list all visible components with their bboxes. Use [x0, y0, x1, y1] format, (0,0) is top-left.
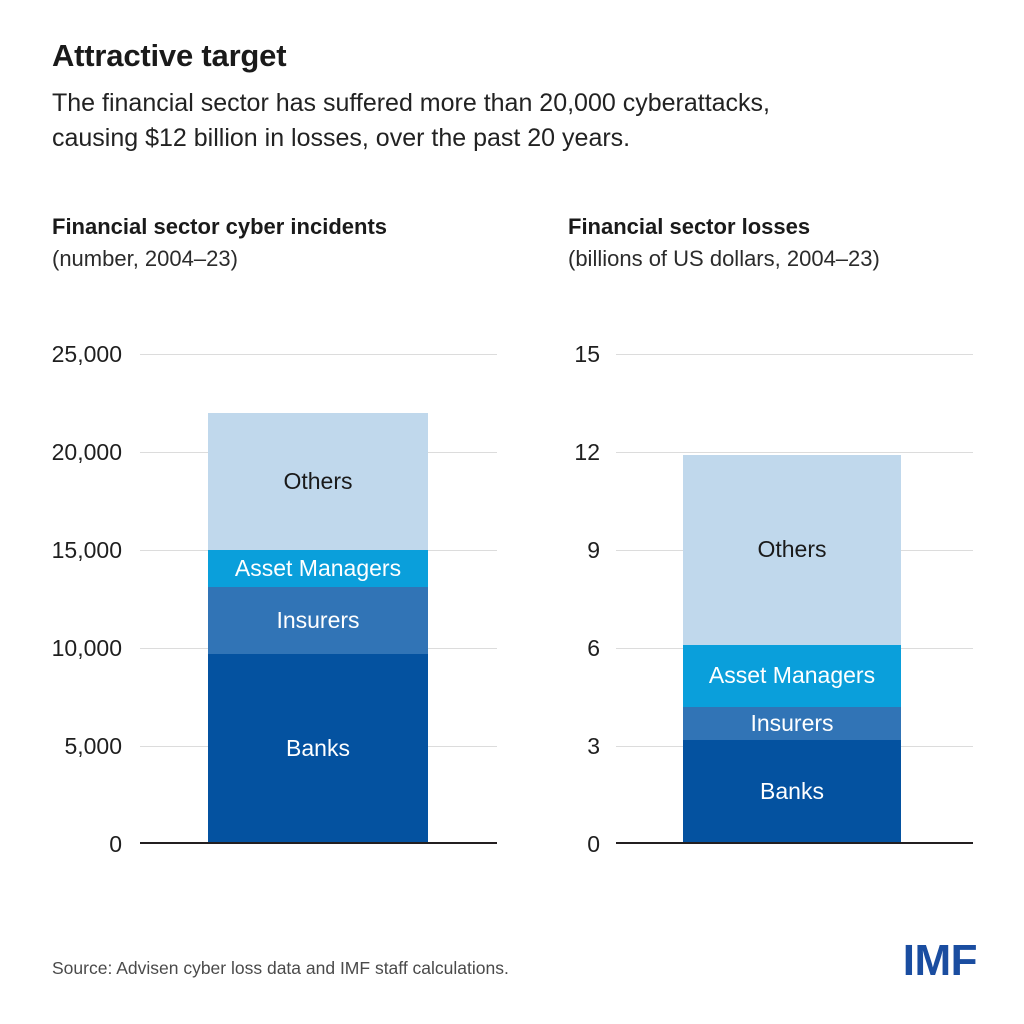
- y-tick-label: 25,000: [51, 341, 122, 367]
- x-axis-line: [616, 842, 973, 844]
- y-tick-label: 9: [587, 537, 600, 563]
- bar-segment-label: Asset Managers: [708, 662, 876, 689]
- y-tick-label: 15: [574, 341, 600, 367]
- imf-logo: IMF: [902, 936, 978, 985]
- bar-segment-insurers: Insurers: [208, 587, 428, 654]
- bar-segment-others: Others: [683, 455, 901, 645]
- page-subtitle: The financial sector has suffered more t…: [52, 86, 770, 156]
- chart-losses: Banks Insurers Asset Managers Others 0 3 6 9 12 1…: [560, 341, 973, 864]
- y-tick-label: 20,000: [51, 439, 122, 465]
- bar-segment-label: Others: [757, 536, 827, 563]
- gridline: [616, 354, 973, 355]
- y-tick-label: 5,000: [64, 733, 122, 759]
- y-tick-label: 6: [587, 635, 600, 661]
- chart-title-incidents: Financial sector cyber incidents: [52, 214, 388, 239]
- bar-segment-label: Insurers: [750, 709, 834, 736]
- bar-segment-others: Others: [208, 412, 428, 550]
- plot-area: Banks Insurers Asset Managers Others: [140, 354, 497, 844]
- chart-subtitle-incidents: (number, 2004–23): [52, 246, 238, 271]
- bar-segment-label: Asset Managers: [234, 555, 402, 582]
- x-axis-line: [140, 842, 497, 844]
- plot-area: Banks Insurers Asset Managers Others: [616, 354, 973, 844]
- bar-segment-banks: Banks: [683, 739, 901, 844]
- bar-segment-label: Others: [283, 467, 353, 494]
- bar-segment-asset-managers: Asset Managers: [683, 644, 901, 707]
- page-title: Attractive target: [52, 38, 287, 73]
- bar-segment-label: Banks: [760, 778, 824, 805]
- chart-title-losses: Financial sector losses: [568, 214, 811, 239]
- y-tick-label: 0: [587, 831, 600, 857]
- gridline: [616, 452, 973, 453]
- bar-segment-label: Insurers: [276, 607, 360, 634]
- bar-segment-banks: Banks: [208, 653, 428, 844]
- chart-header-losses: Financial sector losses (billions of US …: [568, 214, 880, 272]
- gridline: [140, 354, 497, 355]
- bar-segment-label: Banks: [286, 735, 350, 762]
- page-subtitle-line2: causing $12 billion in losses, over the …: [52, 124, 631, 152]
- y-tick-label: 12: [574, 439, 600, 465]
- chart-header-incidents: Financial sector cyber incidents (number…: [52, 214, 387, 272]
- bar-segment-insurers: Insurers: [683, 706, 901, 740]
- chart-subtitle-losses: (billions of US dollars, 2004–23): [568, 246, 880, 271]
- y-tick-label: 3: [587, 733, 600, 759]
- chart-incidents: Banks Insurers Asset Managers Others 0 5,000 1…: [40, 341, 497, 864]
- y-tick-label: 10,000: [51, 635, 122, 661]
- bar-segment-asset-managers: Asset Managers: [208, 550, 428, 588]
- page-subtitle-line1: The financial sector has suffered more t…: [52, 89, 770, 117]
- y-tick-label: 0: [109, 831, 122, 857]
- source-note: Source: Advisen cyber loss data and IMF …: [52, 958, 509, 978]
- y-tick-label: 15,000: [51, 537, 122, 563]
